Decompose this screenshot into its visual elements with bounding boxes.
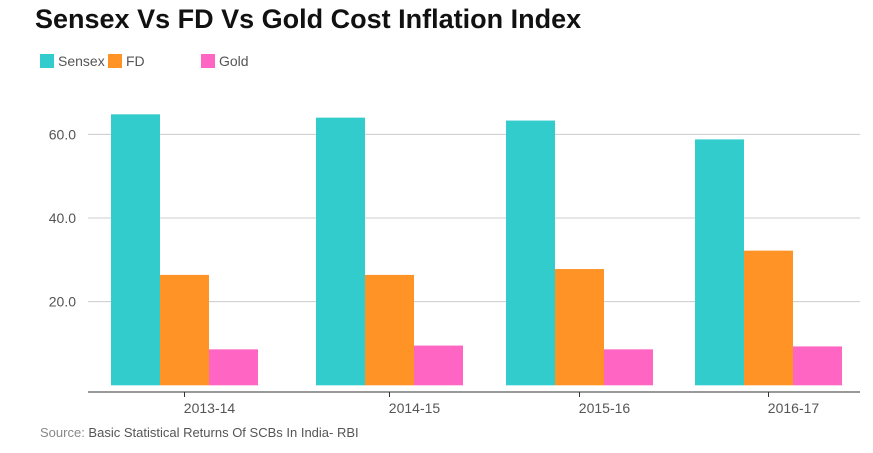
bar-gold-2016-17 (793, 346, 842, 386)
bar-sensex-2016-17 (695, 139, 744, 386)
source-prefix: Source: (40, 425, 89, 440)
legend-label-gold: Gold (219, 53, 249, 69)
x-tick-label: 2014-15 (389, 400, 441, 416)
x-tick-label: 2016-17 (768, 400, 820, 416)
legend-swatch-fd (108, 54, 122, 68)
bar-fd-2015-16 (555, 269, 604, 386)
bar-sensex-2013-14 (111, 114, 160, 386)
chart-title: Sensex Vs FD Vs Gold Cost Inflation Inde… (35, 4, 582, 34)
legend-item-fd: FD (108, 52, 145, 70)
y-tick-label: 40.0 (49, 210, 76, 226)
x-tick-label: 2013-14 (184, 400, 236, 416)
bar-fd-2014-15 (365, 274, 414, 386)
legend-item-gold: Gold (201, 52, 249, 70)
labels-layer: 20.0 40.0 60.0 2013-14 2014-15 2015-16 2016-17 (49, 126, 820, 416)
bar-fd-2016-17 (744, 250, 793, 386)
source-text: Basic Statistical Returns Of SCBs In Ind… (88, 425, 359, 440)
legend-label-fd: FD (126, 53, 145, 69)
axis-layer (88, 391, 860, 397)
legend-swatch-sensex (40, 54, 54, 68)
source-note: Source: Basic Statistical Returns Of SCB… (40, 425, 359, 440)
x-tick-label: 2015-16 (579, 400, 631, 416)
y-tick-label: 20.0 (49, 294, 76, 310)
bar-sensex-2014-15 (316, 117, 365, 386)
bar-gold-2013-14 (209, 349, 258, 386)
bar-gold-2014-15 (414, 345, 463, 386)
bars-layer (111, 114, 842, 386)
y-tick-label: 60.0 (49, 126, 76, 142)
bar-sensex-2015-16 (506, 120, 555, 386)
legend-item-sensex: Sensex (40, 52, 105, 70)
legend: Sensex FD Gold (40, 52, 440, 70)
bar-gold-2015-16 (604, 349, 653, 386)
legend-label-sensex: Sensex (58, 53, 105, 69)
bar-fd-2013-14 (160, 274, 209, 386)
legend-swatch-gold (201, 54, 215, 68)
